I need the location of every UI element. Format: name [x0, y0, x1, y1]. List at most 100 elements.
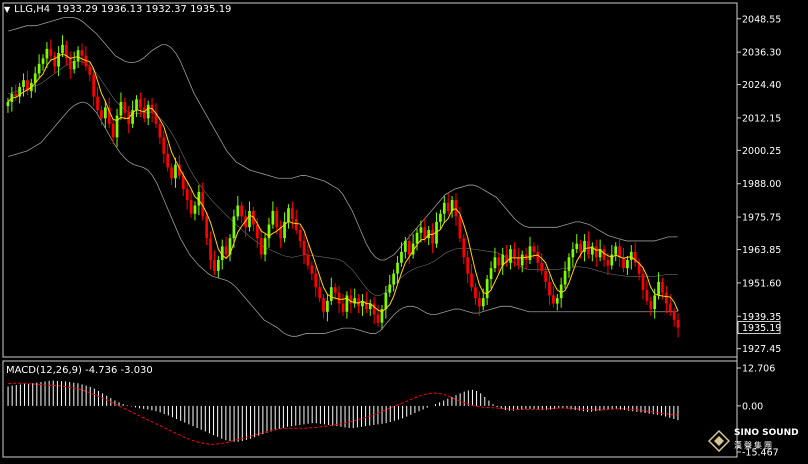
candle-body — [326, 300, 329, 312]
candle-body — [474, 287, 477, 299]
candle-body — [368, 303, 372, 310]
candle-body — [548, 281, 551, 296]
macd-axis-ticks: 12.706 0.00 -15.467 — [737, 364, 779, 459]
watermark-brand: SINO SOUND — [734, 428, 799, 438]
candle-body — [411, 243, 415, 255]
candle-body — [244, 216, 247, 228]
candle-body — [154, 112, 158, 124]
moving-average — [7, 53, 679, 313]
candle-body — [41, 58, 45, 64]
candle-body — [115, 115, 119, 138]
macd-tick-label: -15.467 — [742, 448, 779, 459]
candle-body — [205, 216, 209, 239]
candle-body — [454, 200, 458, 217]
candle-body — [80, 50, 84, 56]
candle-body — [559, 284, 563, 299]
candle-body — [14, 93, 18, 97]
candle-body — [6, 101, 10, 107]
candle-body — [162, 137, 166, 154]
candle-body — [376, 314, 380, 323]
candle-body — [384, 292, 388, 310]
price-axis-ticks: 2048.55 2036.30 2024.40 2012.15 2000.25 1988.… — [737, 14, 781, 355]
dropdown-triangle-icon[interactable]: ▼ — [4, 5, 11, 14]
candle-body — [477, 298, 481, 307]
candle-body — [337, 292, 341, 304]
candle-body — [92, 74, 96, 97]
candle-body — [45, 48, 49, 59]
watermark-sub: 漢聲集團 — [734, 441, 774, 450]
candle-body — [415, 232, 419, 244]
price-tick-label: 1963.85 — [742, 245, 781, 256]
candle-body — [555, 298, 559, 304]
candle-body — [505, 254, 508, 263]
candle-body — [439, 213, 442, 222]
candle-body — [532, 246, 536, 252]
candle-body — [228, 238, 232, 255]
candle-body — [629, 251, 633, 261]
candle-body — [602, 249, 606, 261]
candle-body — [516, 257, 520, 266]
price-tick-label: 2024.40 — [742, 80, 781, 91]
candle-body — [185, 189, 189, 201]
candle-body — [665, 292, 668, 304]
candle-body — [329, 287, 333, 301]
ma-line — [7, 53, 679, 313]
candle-body — [575, 243, 579, 250]
candle-body — [614, 246, 618, 255]
candle-body — [501, 254, 505, 266]
candle-body — [567, 257, 571, 271]
candle-body — [528, 246, 532, 261]
price-tick-label: 1988.00 — [742, 179, 781, 190]
candle-body — [142, 107, 146, 119]
candle-body — [131, 110, 134, 124]
price-tick-label: 1951.60 — [742, 278, 781, 289]
candle-body — [633, 251, 637, 263]
candle-body — [33, 73, 37, 83]
candle-body — [349, 295, 353, 304]
candle-body — [450, 200, 454, 211]
candle-body — [181, 175, 185, 190]
candle-body — [400, 251, 403, 263]
candle-body — [255, 224, 259, 239]
candle-body — [672, 311, 676, 320]
candle-body — [193, 205, 197, 214]
candle-body — [49, 48, 53, 56]
candle-body — [189, 200, 193, 214]
candle-body — [267, 224, 271, 239]
candle-body — [65, 44, 68, 59]
macd-signal-path — [8, 382, 678, 445]
candle-body — [497, 257, 501, 266]
candle-body — [275, 210, 279, 228]
candle-body — [88, 66, 92, 75]
candle-body — [146, 104, 150, 119]
candle-body — [283, 221, 286, 239]
candle-body — [458, 216, 462, 239]
candle-body — [170, 167, 173, 179]
bb-lower-line — [8, 101, 678, 337]
candle-body — [509, 249, 512, 263]
last-price-marker: 1935.19 — [737, 321, 781, 334]
candle-body — [213, 260, 216, 271]
candle-body — [201, 191, 205, 217]
candle-body — [263, 238, 267, 255]
bb-upper-line — [8, 17, 678, 261]
candle-body — [489, 268, 493, 280]
candle-body — [622, 257, 625, 269]
candle-body — [365, 300, 368, 310]
candle-body — [279, 227, 283, 239]
candle-body — [135, 99, 138, 111]
price-tick-label: 2036.30 — [742, 48, 781, 59]
candle-body — [178, 164, 181, 176]
candle-body — [626, 260, 629, 269]
candle-body — [388, 284, 392, 293]
candle-body — [287, 208, 290, 222]
candle-body — [103, 107, 107, 119]
candle-body — [380, 309, 384, 323]
candle-body — [431, 230, 434, 244]
candle-body — [224, 246, 228, 255]
candle-body — [22, 80, 25, 88]
candle-body — [583, 240, 586, 252]
candle-body — [119, 101, 123, 116]
candle-body — [53, 55, 57, 67]
